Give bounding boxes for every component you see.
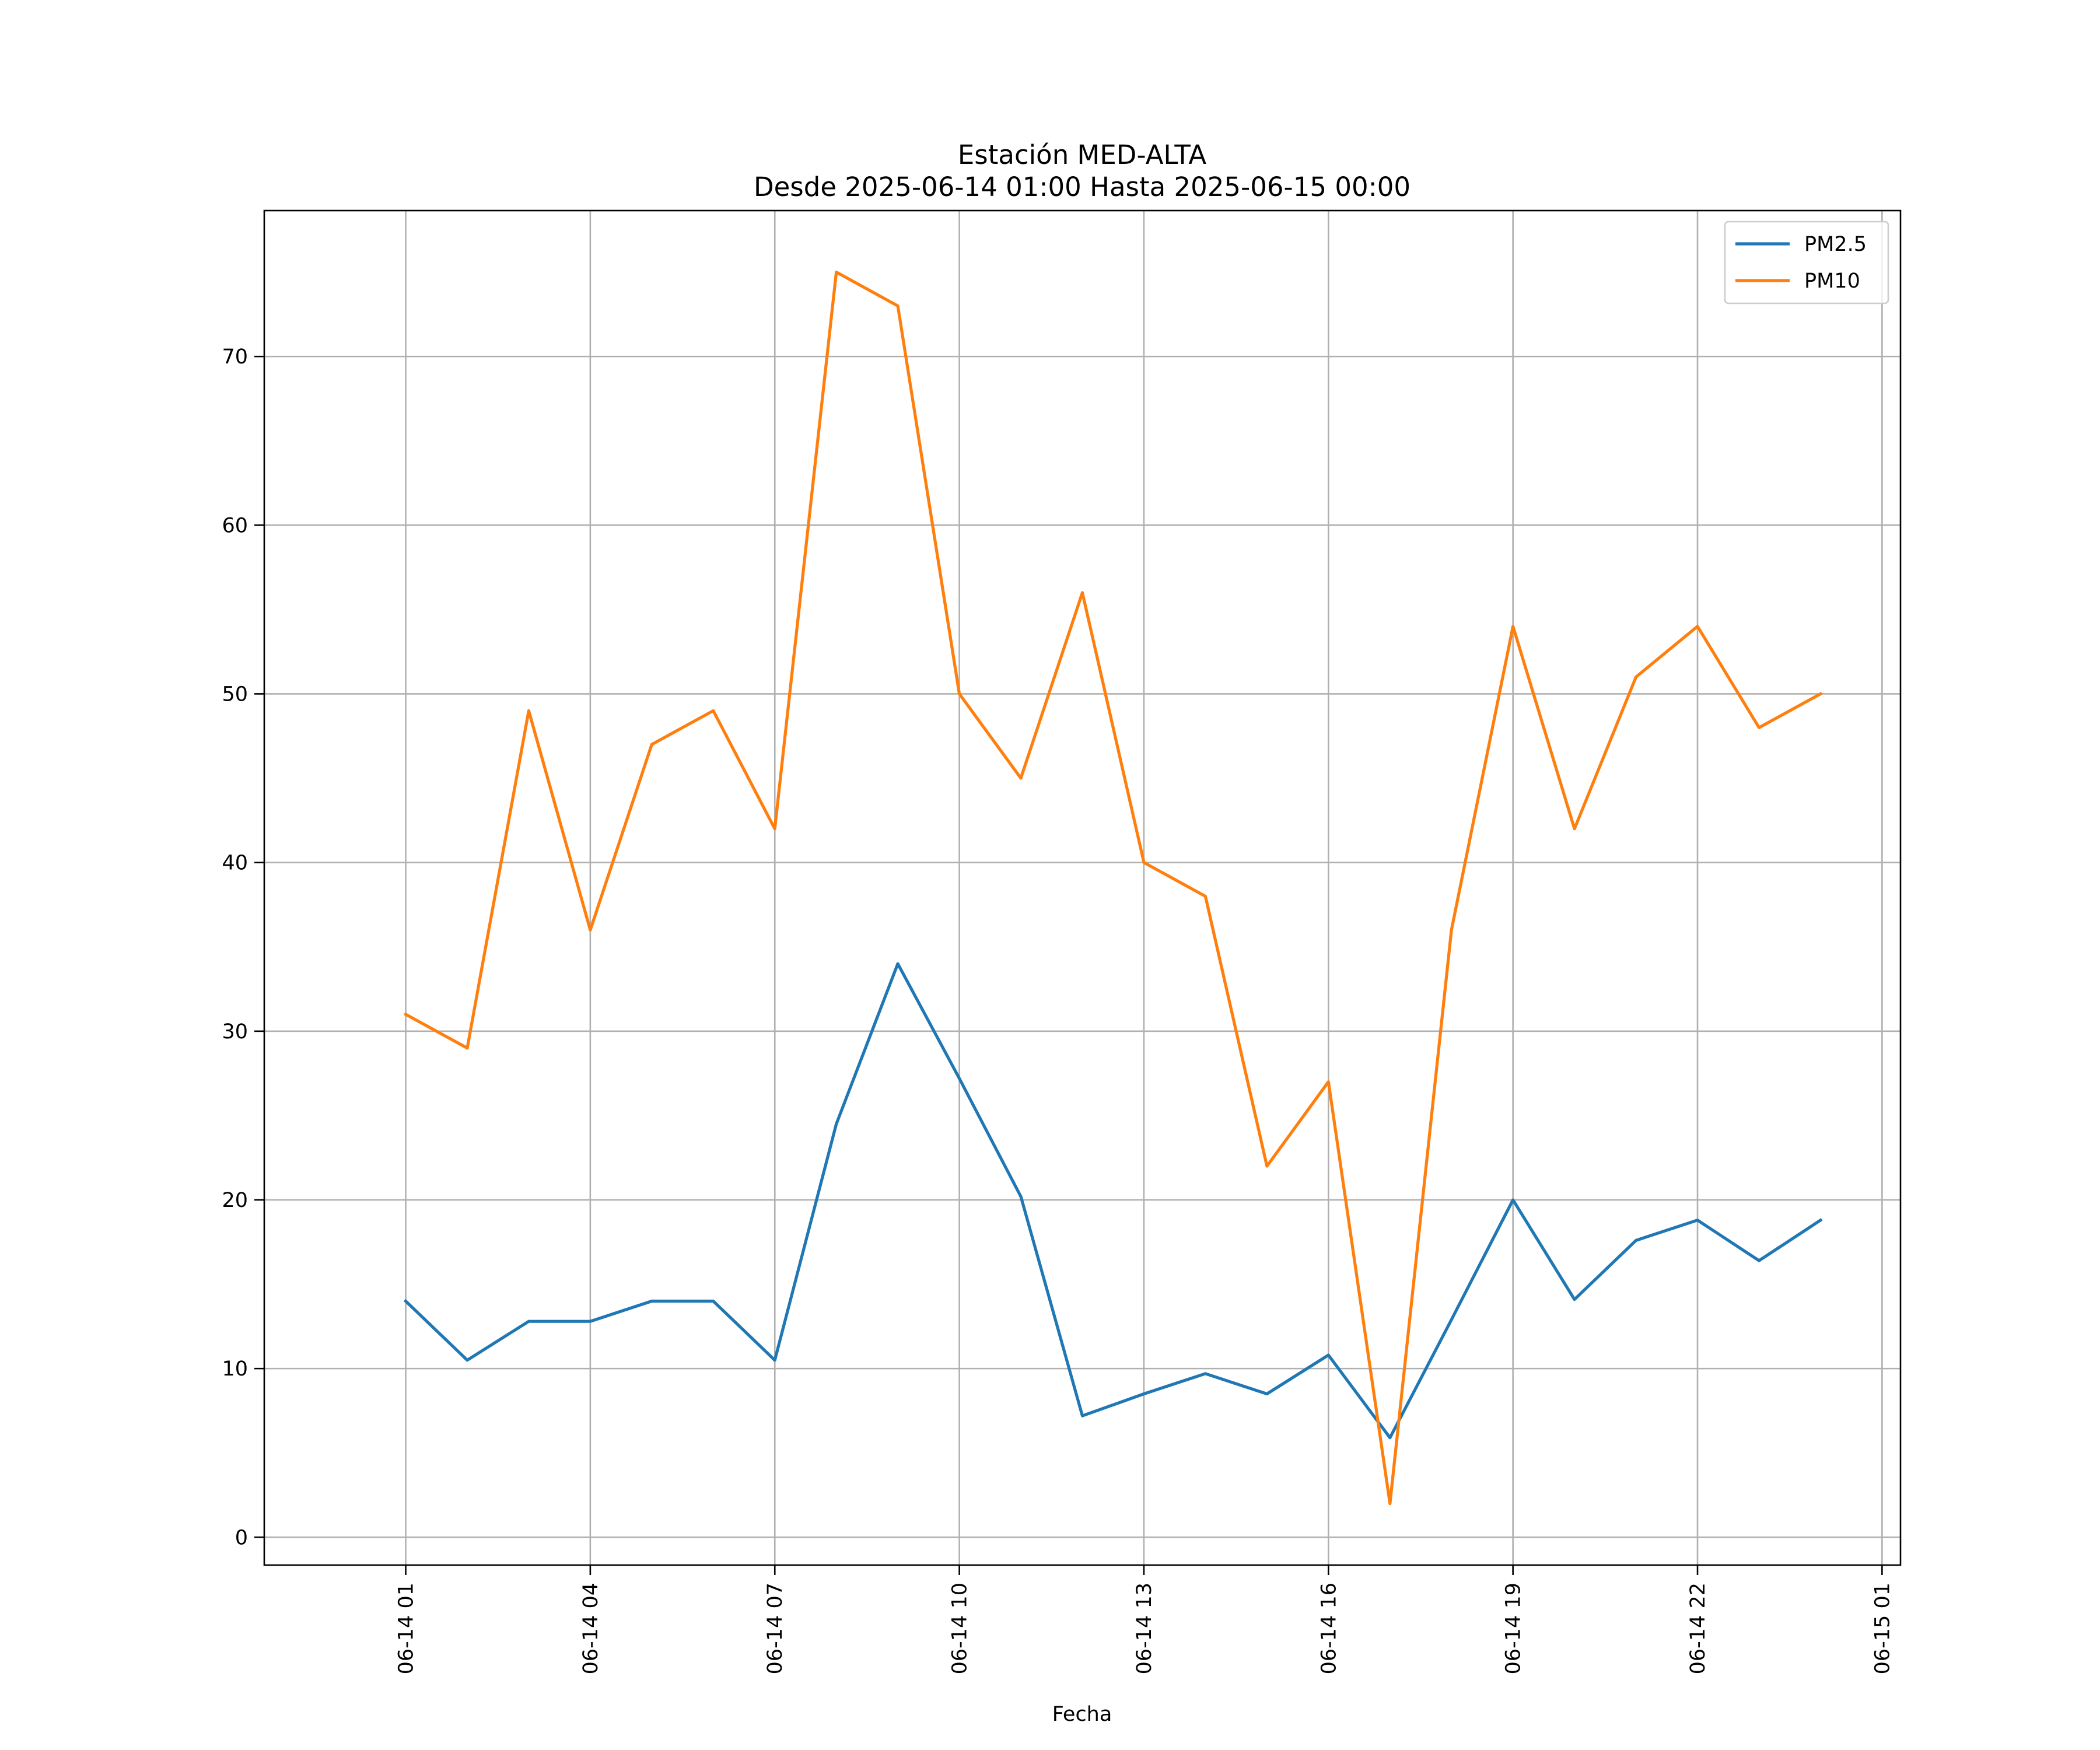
y-tick-label: 70 xyxy=(222,345,248,369)
legend-label-pm10: PM10 xyxy=(1804,270,1860,293)
x-tick-label: 06-14 13 xyxy=(1133,1583,1156,1674)
x-tick-label: 06-14 16 xyxy=(1317,1583,1340,1674)
x-tick-label: 06-14 04 xyxy=(579,1583,603,1674)
series-line-pm25 xyxy=(403,962,1823,1440)
y-tick-label: 60 xyxy=(222,514,248,537)
legend: PM2.5 PM10 xyxy=(1724,220,1889,304)
chart-title: Estación MED-ALTA xyxy=(958,139,1207,170)
y-tick-label: 50 xyxy=(222,682,248,706)
y-tick-label: 10 xyxy=(222,1357,248,1381)
x-tick-label: 06-15 01 xyxy=(1871,1583,1894,1674)
x-tick-label: 06-14 07 xyxy=(764,1583,787,1674)
chart-subtitle: Desde 2025-06-14 01:00 Hasta 2025-06-15 … xyxy=(754,172,1410,202)
x-tick-label: 06-14 22 xyxy=(1686,1583,1710,1674)
series-line-pm10 xyxy=(403,270,1823,1506)
y-tick-label: 40 xyxy=(222,852,248,875)
x-tick-label: 06-14 19 xyxy=(1502,1583,1525,1674)
grid xyxy=(264,211,1901,1565)
y-tick-label: 30 xyxy=(222,1020,248,1044)
y-tick-label: 0 xyxy=(235,1526,248,1549)
plot-frame xyxy=(263,209,1902,1566)
axis-ticks: 06-14 01 06-14 04 06-14 07 06-14 10 06-14 13… xyxy=(222,345,1894,1674)
legend-box xyxy=(1724,220,1889,304)
x-tick-label: 06-14 01 xyxy=(395,1583,418,1674)
series-lines xyxy=(403,270,1823,1506)
x-tick-label: 06-14 10 xyxy=(949,1583,972,1674)
y-tick-label: 20 xyxy=(222,1189,248,1212)
x-axis-label: Fecha xyxy=(1052,1703,1112,1726)
legend-label-pm25: PM2.5 xyxy=(1804,233,1867,256)
